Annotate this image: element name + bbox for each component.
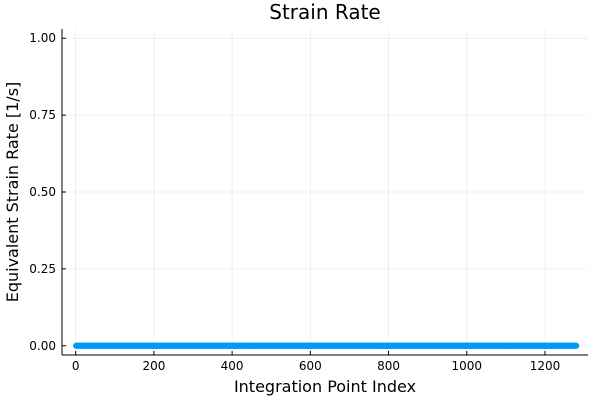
y-tick-label: 0.00 (29, 339, 56, 353)
chart-title: Strain Rate (269, 0, 380, 24)
x-tick-label: 1000 (451, 359, 482, 373)
grid (62, 29, 588, 355)
y-tick-label: 0.25 (29, 262, 56, 276)
x-tick-label: 400 (221, 359, 244, 373)
x-tick-label: 1200 (530, 359, 561, 373)
x-tick-label: 200 (142, 359, 165, 373)
y-tick-label: 0.75 (29, 108, 56, 122)
x-ticks: 0 200 400 600 800 1000 1200 (72, 351, 560, 373)
y-ticks: 0.00 0.25 0.50 0.75 1.00 (29, 31, 66, 353)
y-tick-label: 1.00 (29, 31, 56, 45)
x-tick-label: 600 (299, 359, 322, 373)
x-axis-label: Integration Point Index (234, 377, 416, 396)
data-point (573, 342, 580, 349)
x-tick-label: 0 (72, 359, 80, 373)
x-tick-label: 800 (377, 359, 400, 373)
y-tick-label: 0.50 (29, 185, 56, 199)
data-layer (73, 342, 580, 349)
y-axis-label: Equivalent Strain Rate [1/s] (3, 82, 22, 303)
